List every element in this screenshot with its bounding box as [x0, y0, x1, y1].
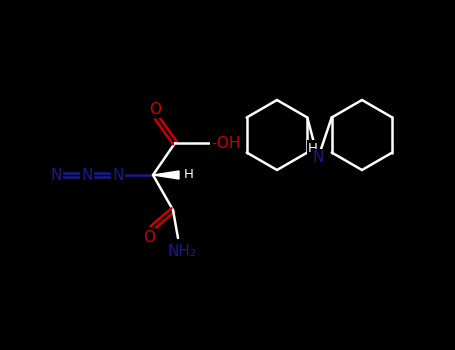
Text: O: O: [143, 230, 155, 245]
Text: H: H: [308, 141, 318, 154]
Text: N: N: [112, 168, 124, 182]
Text: O: O: [149, 102, 161, 117]
Text: N: N: [81, 168, 93, 182]
Polygon shape: [153, 171, 179, 179]
Text: -OH: -OH: [211, 135, 241, 150]
Text: H: H: [184, 168, 194, 182]
Text: N: N: [51, 168, 62, 182]
Text: NH₂: NH₂: [167, 245, 197, 259]
Text: N: N: [312, 150, 324, 166]
